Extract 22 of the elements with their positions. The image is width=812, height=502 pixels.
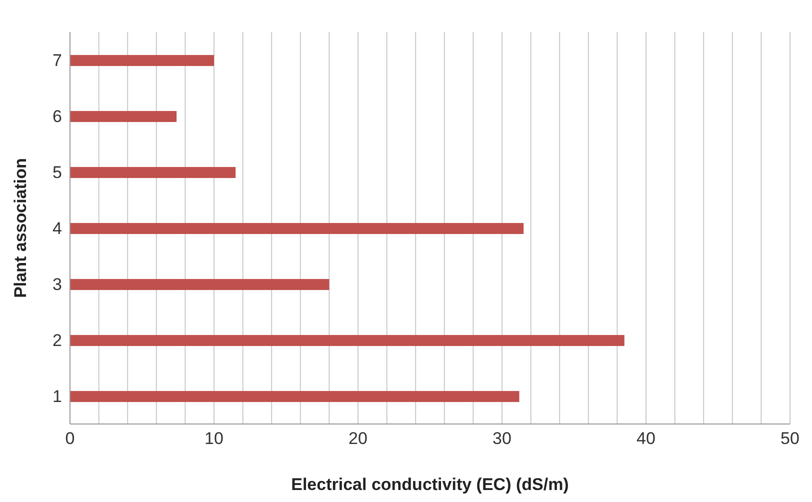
bar xyxy=(70,335,624,346)
bar xyxy=(70,223,524,234)
x-tick-label: 30 xyxy=(492,429,512,448)
x-axis-title: Electrical conductivity (EC) (dS/m) xyxy=(291,475,569,494)
x-tick-label: 0 xyxy=(65,429,75,448)
bar xyxy=(70,55,214,66)
y-tick-label: 2 xyxy=(52,331,62,350)
bar xyxy=(70,167,236,178)
y-tick-label: 4 xyxy=(52,219,62,238)
y-tick-label: 3 xyxy=(52,275,62,294)
x-tick-label: 50 xyxy=(780,429,800,448)
x-tick-label: 20 xyxy=(348,429,368,448)
y-tick-label: 6 xyxy=(52,107,62,126)
y-tick-label: 5 xyxy=(52,163,62,182)
y-tick-label: 1 xyxy=(52,387,62,406)
x-tick-label: 10 xyxy=(204,429,224,448)
bar xyxy=(70,391,520,402)
y-axis-title: Plant association xyxy=(11,158,30,298)
y-tick-label: 7 xyxy=(52,51,62,70)
bar xyxy=(70,279,330,290)
bar xyxy=(70,111,177,122)
x-tick-label: 40 xyxy=(636,429,656,448)
